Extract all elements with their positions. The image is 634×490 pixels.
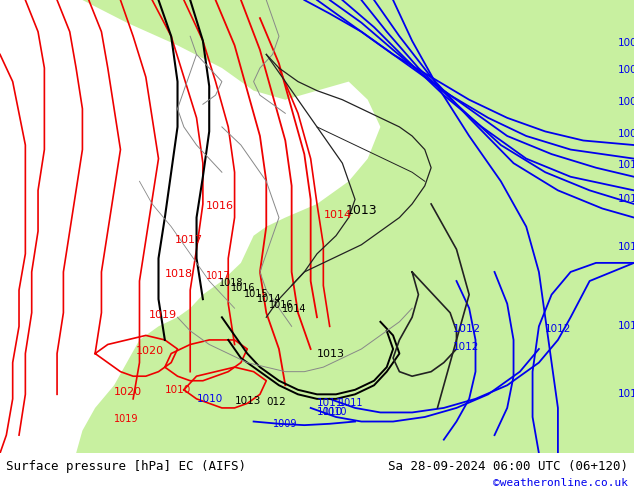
Text: 1014: 1014: [257, 294, 281, 304]
Text: Surface pressure [hPa] EC (AIFS): Surface pressure [hPa] EC (AIFS): [6, 460, 247, 473]
Text: 1007: 1007: [618, 65, 634, 75]
Text: 1019: 1019: [114, 414, 139, 424]
Text: 1020: 1020: [136, 346, 164, 356]
Text: 1011: 1011: [317, 398, 344, 408]
Text: ©weatheronline.co.uk: ©weatheronline.co.uk: [493, 478, 628, 489]
Polygon shape: [495, 0, 634, 99]
Polygon shape: [393, 0, 634, 113]
Text: 1014: 1014: [282, 304, 307, 314]
Text: 1012: 1012: [453, 323, 481, 334]
Text: 1017: 1017: [174, 235, 202, 245]
Text: 1012: 1012: [618, 321, 634, 331]
Text: 1009: 1009: [273, 419, 297, 429]
Text: 1011: 1011: [339, 398, 364, 408]
Text: 1015: 1015: [244, 289, 269, 299]
Text: 1016: 1016: [269, 299, 294, 310]
Text: 1013: 1013: [235, 396, 261, 406]
Text: 1011: 1011: [618, 195, 634, 204]
Text: 1010: 1010: [618, 160, 634, 171]
Text: 1013: 1013: [346, 204, 377, 217]
Polygon shape: [76, 0, 634, 453]
Text: 1014: 1014: [323, 210, 351, 221]
Text: 1006: 1006: [618, 38, 634, 48]
Text: 1012: 1012: [453, 342, 480, 352]
Text: 1010: 1010: [165, 385, 191, 395]
Text: 1016: 1016: [206, 201, 234, 211]
Text: 1017: 1017: [206, 271, 231, 281]
Text: 1018: 1018: [165, 269, 193, 279]
Text: 1012: 1012: [545, 323, 572, 334]
Text: 1008: 1008: [618, 97, 634, 107]
Text: Sa 28-09-2024 06:00 UTC (06+120): Sa 28-09-2024 06:00 UTC (06+120): [387, 460, 628, 473]
Text: 1010: 1010: [317, 408, 343, 417]
Text: 1016: 1016: [231, 283, 256, 293]
Text: 1012: 1012: [618, 242, 634, 252]
Text: 1013: 1013: [317, 348, 345, 359]
Text: 012: 012: [266, 397, 286, 408]
Text: 1020: 1020: [114, 387, 142, 397]
Text: 1019: 1019: [149, 310, 177, 320]
Text: 1009: 1009: [618, 129, 634, 139]
Text: 1010: 1010: [197, 394, 223, 404]
Text: 1010: 1010: [323, 408, 348, 417]
Text: 1018: 1018: [219, 278, 243, 288]
Text: 101: 101: [618, 390, 634, 399]
